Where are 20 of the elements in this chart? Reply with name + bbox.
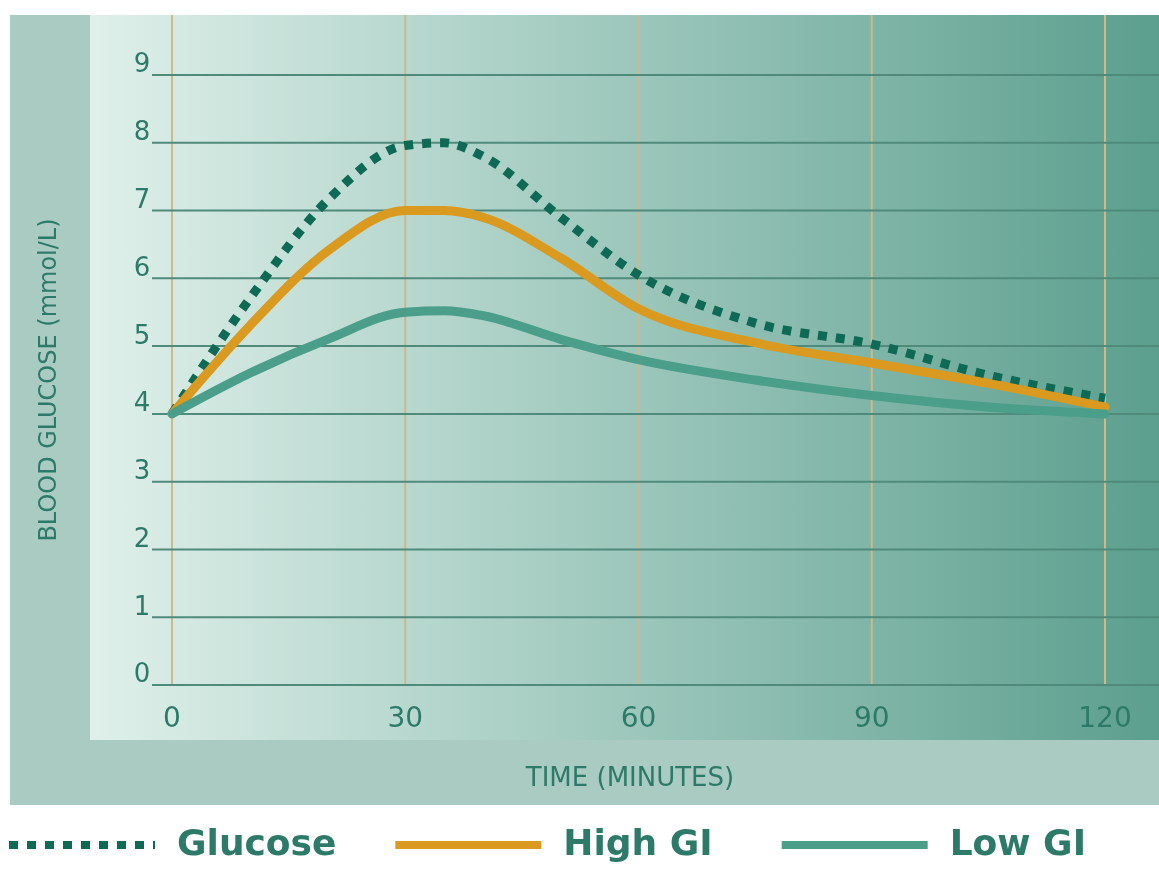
y-tick-label: 8 <box>133 116 151 147</box>
legend-label: Low GI <box>949 822 1087 863</box>
y-tick-label: 0 <box>133 658 151 689</box>
y-tick-label: 2 <box>133 522 151 553</box>
y-tick-label: 6 <box>133 251 151 282</box>
legend-label: Glucose <box>177 822 337 863</box>
y-tick-label: 7 <box>133 183 151 214</box>
y-tick-label: 4 <box>133 387 151 418</box>
x-tick-label: 30 <box>387 701 424 734</box>
x-tick-label: 120 <box>1078 701 1132 734</box>
y-axis-title: BLOOD GLUCOSE (mmol/L) <box>34 218 62 542</box>
y-tick-label: 5 <box>133 319 151 350</box>
x-axis-title: TIME (MINUTES) <box>524 762 735 792</box>
legend-label: High GI <box>563 822 713 863</box>
x-tick-label: 0 <box>163 701 181 734</box>
y-tick-label: 1 <box>133 590 151 621</box>
x-tick-label: 90 <box>853 701 890 734</box>
y-tick-label: 9 <box>133 48 151 79</box>
x-tick-label: 60 <box>620 701 657 734</box>
y-tick-label: 3 <box>133 455 151 486</box>
